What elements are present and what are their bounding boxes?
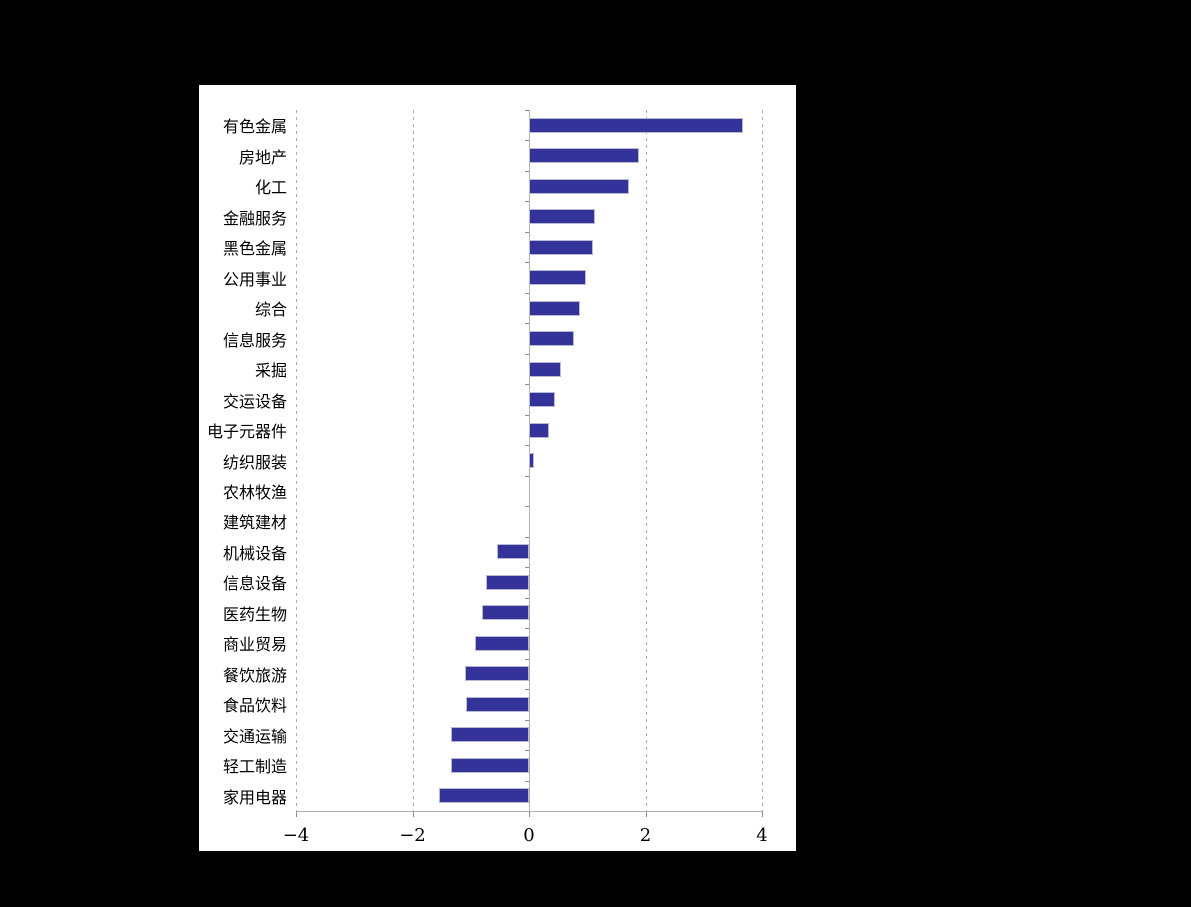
bar-18 — [474, 635, 529, 651]
bar-16 — [486, 574, 529, 590]
category-boundary-tick — [525, 476, 529, 477]
category-label-3: 化工 — [254, 178, 287, 198]
bar-19 — [464, 666, 529, 682]
bar-10 — [529, 392, 556, 408]
category-boundary-tick — [525, 384, 529, 385]
category-boundary-tick — [525, 262, 529, 263]
category-label-21: 交通运输 — [222, 726, 287, 746]
x-axis-tick-−4 — [296, 812, 297, 817]
category-label-11: 电子元器件 — [206, 422, 287, 442]
category-boundary-tick — [525, 415, 529, 416]
category-label-14: 建筑建材 — [222, 513, 287, 533]
category-label-22: 轻工制造 — [222, 757, 287, 777]
gridline-x--4 — [296, 110, 297, 811]
bar-21 — [450, 727, 529, 743]
category-label-1: 有色金属 — [222, 117, 287, 137]
category-boundary-tick — [525, 537, 529, 538]
category-label-7: 综合 — [254, 300, 287, 320]
category-label-20: 食品饮料 — [222, 696, 287, 716]
category-label-15: 机械设备 — [222, 543, 287, 563]
bar-23 — [439, 788, 529, 804]
x-axis-tick-2 — [645, 812, 647, 817]
bar-5 — [529, 239, 594, 255]
gridline-x-4 — [762, 110, 763, 811]
category-label-18: 商业贸易 — [222, 635, 287, 655]
x-axis-tick-label-−2: −2 — [399, 825, 426, 846]
category-label-17: 医药生物 — [222, 604, 287, 624]
category-boundary-tick — [525, 140, 529, 141]
x-axis-tick-−2 — [412, 812, 414, 817]
x-axis-tick-label-4: 4 — [756, 825, 768, 846]
category-boundary-tick — [525, 445, 529, 446]
category-label-23: 家用电器 — [222, 787, 287, 807]
bar-20 — [465, 696, 529, 712]
category-boundary-tick — [525, 232, 529, 233]
category-label-4: 金融服务 — [222, 208, 287, 228]
category-label-13: 农林牧渔 — [222, 482, 287, 502]
category-boundary-tick — [525, 689, 529, 690]
category-label-2: 房地产 — [238, 147, 287, 167]
x-axis-tick-label-0: 0 — [523, 825, 535, 846]
plot-area — [296, 110, 763, 812]
category-boundary-tick — [525, 659, 529, 660]
gridline-x--2 — [412, 110, 414, 811]
bar-8 — [529, 331, 574, 347]
category-boundary-tick — [525, 781, 529, 782]
category-boundary-tick — [525, 720, 529, 721]
bar-6 — [529, 270, 587, 286]
bar-12 — [529, 453, 534, 468]
category-boundary-tick — [525, 293, 529, 294]
bar-9 — [529, 361, 562, 377]
bar-15 — [496, 544, 529, 560]
category-boundary-tick — [525, 598, 529, 599]
category-boundary-tick — [525, 750, 529, 751]
bar-3 — [529, 178, 630, 194]
category-boundary-tick — [525, 323, 529, 324]
x-axis-tick-label-2: 2 — [639, 825, 652, 846]
category-label-8: 信息服务 — [222, 330, 287, 350]
bar-7 — [529, 300, 581, 316]
category-label-12: 纺织服装 — [222, 452, 287, 472]
gridline-x-2 — [645, 110, 647, 811]
category-label-6: 公用事业 — [222, 269, 287, 289]
x-axis-tick-label-−4: −4 — [282, 825, 310, 846]
x-axis-tick-0 — [529, 812, 530, 817]
bar-11 — [529, 422, 549, 438]
x-axis-line — [296, 811, 763, 812]
category-label-9: 采掘 — [254, 361, 287, 381]
category-boundary-tick — [525, 110, 529, 111]
bar-4 — [529, 209, 595, 225]
category-boundary-tick — [525, 506, 529, 507]
bar-22 — [450, 757, 529, 773]
category-label-16: 信息设备 — [222, 574, 287, 594]
category-boundary-tick — [525, 201, 529, 202]
category-label-19: 餐饮旅游 — [222, 665, 287, 685]
bar-17 — [481, 605, 529, 621]
category-label-10: 交运设备 — [222, 391, 287, 411]
category-label-5: 黑色金属 — [222, 239, 287, 259]
category-boundary-tick — [525, 354, 529, 355]
category-boundary-tick — [525, 628, 529, 629]
category-boundary-tick — [525, 171, 529, 172]
chart-panel: 有色金属房地产化工金融服务黑色金属公用事业综合信息服务采掘交运设备电子元器件纺织… — [199, 85, 796, 851]
category-boundary-tick — [525, 567, 529, 568]
bar-2 — [529, 148, 639, 164]
x-axis-tick-4 — [762, 812, 763, 817]
bar-1 — [529, 117, 743, 133]
